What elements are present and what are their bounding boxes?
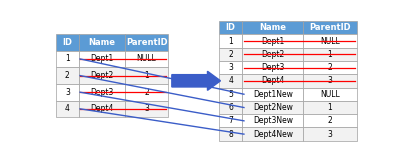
Text: Dept1: Dept1	[261, 36, 284, 45]
Text: 2: 2	[144, 88, 149, 97]
Bar	[303, 128, 357, 141]
Bar	[219, 101, 242, 114]
Text: 1: 1	[328, 103, 332, 112]
Text: NULL: NULL	[320, 36, 340, 45]
Bar	[242, 114, 303, 128]
Bar	[78, 100, 125, 117]
Bar	[125, 100, 168, 117]
Text: 3: 3	[228, 63, 233, 72]
Text: 3: 3	[328, 76, 332, 85]
Text: 1: 1	[144, 71, 149, 80]
Text: ParentID: ParentID	[126, 38, 168, 47]
Bar	[78, 51, 125, 67]
Bar	[125, 51, 168, 67]
FancyArrow shape	[172, 71, 220, 90]
Bar	[242, 21, 303, 34]
Text: Dept4New: Dept4New	[253, 130, 293, 139]
Text: Dept1New: Dept1New	[253, 90, 293, 99]
Text: 4: 4	[65, 104, 70, 113]
Text: 1: 1	[328, 50, 332, 59]
Text: ID: ID	[62, 38, 72, 47]
Bar	[56, 84, 78, 100]
Text: Dept1: Dept1	[90, 54, 114, 63]
Bar	[303, 74, 357, 88]
Text: 3: 3	[144, 104, 149, 113]
Text: 2: 2	[328, 116, 332, 125]
Bar	[219, 88, 242, 101]
Text: NULL: NULL	[320, 90, 340, 99]
Bar	[303, 34, 357, 48]
Bar	[219, 128, 242, 141]
Bar	[242, 101, 303, 114]
Text: 1: 1	[65, 54, 70, 63]
Text: 2: 2	[228, 50, 233, 59]
Bar	[219, 61, 242, 74]
Bar	[56, 34, 78, 51]
Text: 5: 5	[228, 90, 233, 99]
Bar	[219, 34, 242, 48]
Text: 1: 1	[228, 36, 233, 45]
Bar	[219, 74, 242, 88]
Bar	[303, 48, 357, 61]
Text: 3: 3	[65, 88, 70, 97]
Bar	[303, 61, 357, 74]
Bar	[242, 128, 303, 141]
Text: Dept2: Dept2	[261, 50, 284, 59]
Text: 7: 7	[228, 116, 233, 125]
Text: ID: ID	[226, 23, 236, 32]
Text: Name: Name	[259, 23, 286, 32]
Bar	[56, 67, 78, 84]
Text: Dept3: Dept3	[261, 63, 284, 72]
Text: Dept2New: Dept2New	[253, 103, 293, 112]
Bar	[219, 114, 242, 128]
Text: 2: 2	[65, 71, 70, 80]
Bar	[219, 21, 242, 34]
Bar	[125, 34, 168, 51]
Bar	[78, 34, 125, 51]
Text: 2: 2	[328, 63, 332, 72]
Bar	[125, 84, 168, 100]
Bar	[56, 51, 78, 67]
Text: 8: 8	[228, 130, 233, 139]
Text: Name: Name	[88, 38, 116, 47]
Text: Dept4: Dept4	[90, 104, 114, 113]
Text: NULL: NULL	[137, 54, 156, 63]
Text: 3: 3	[328, 130, 332, 139]
Bar	[78, 67, 125, 84]
Bar	[125, 67, 168, 84]
Text: Dept2: Dept2	[90, 71, 114, 80]
Text: Dept3: Dept3	[90, 88, 114, 97]
Bar	[242, 74, 303, 88]
Bar	[242, 48, 303, 61]
Text: Dept3New: Dept3New	[253, 116, 293, 125]
Text: 6: 6	[228, 103, 233, 112]
Bar	[56, 100, 78, 117]
Bar	[303, 21, 357, 34]
Text: 4: 4	[228, 76, 233, 85]
Bar	[242, 61, 303, 74]
Bar	[303, 88, 357, 101]
Bar	[303, 114, 357, 128]
Bar	[242, 34, 303, 48]
Bar	[303, 101, 357, 114]
Bar	[219, 48, 242, 61]
Bar	[78, 84, 125, 100]
Bar	[242, 88, 303, 101]
Text: ParentID: ParentID	[309, 23, 351, 32]
Text: Dept4: Dept4	[261, 76, 284, 85]
